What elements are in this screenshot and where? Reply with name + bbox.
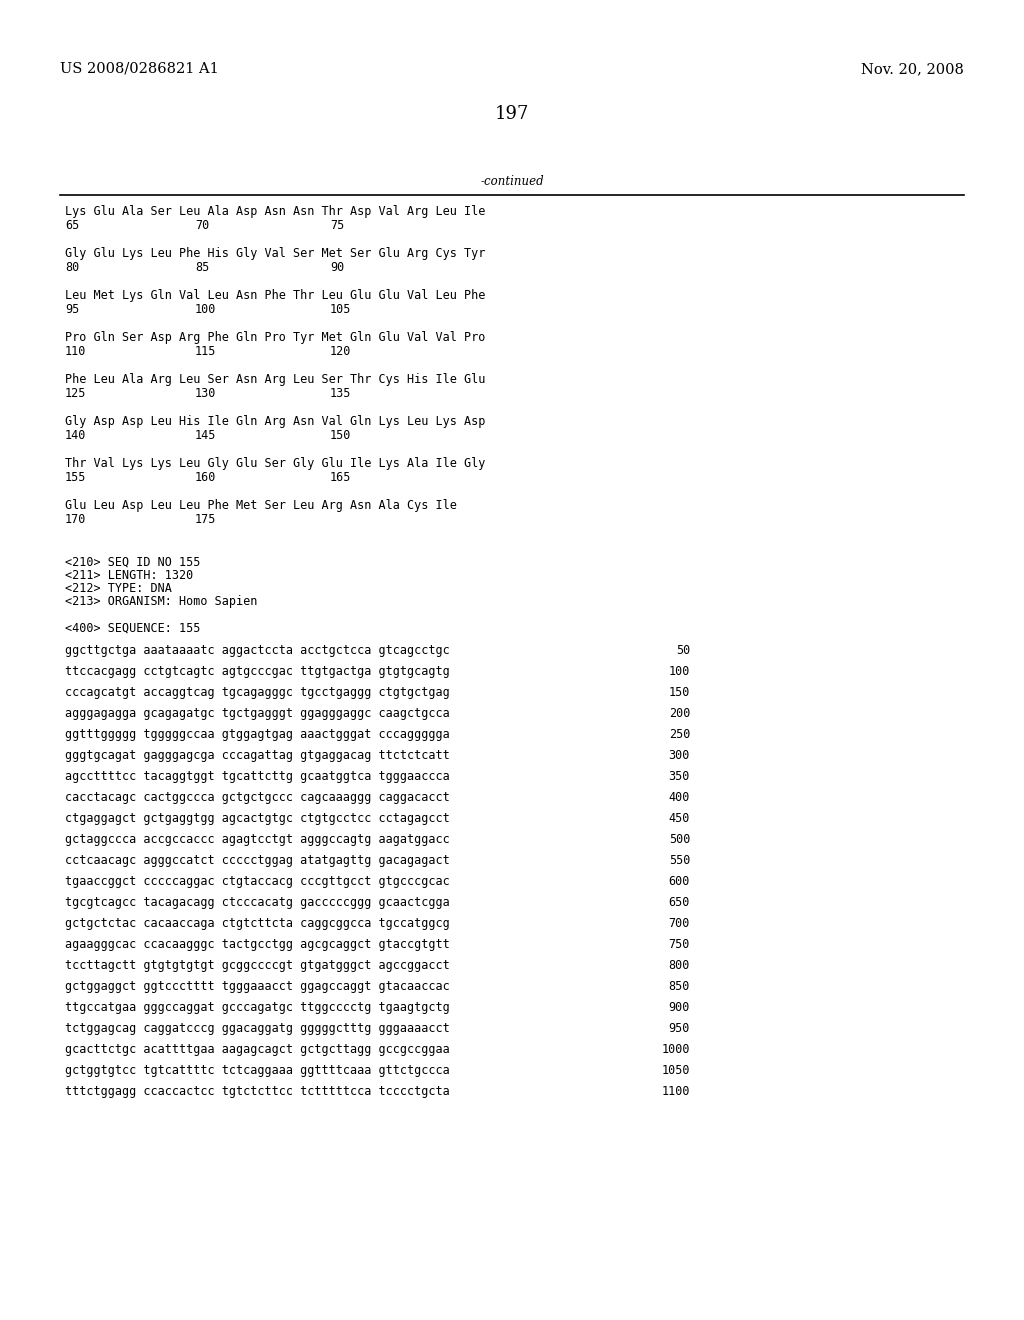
- Text: 600: 600: [669, 875, 690, 888]
- Text: gcacttctgc acattttgaa aagagcagct gctgcttagg gccgccggaa: gcacttctgc acattttgaa aagagcagct gctgctt…: [65, 1043, 450, 1056]
- Text: tttctggagg ccaccactcc tgtctcttcc tctttttcca tcccctgcta: tttctggagg ccaccactcc tgtctcttcc tcttttt…: [65, 1085, 450, 1098]
- Text: 500: 500: [669, 833, 690, 846]
- Text: 160: 160: [195, 471, 216, 484]
- Text: tgaaccggct cccccaggac ctgtaccacg cccgttgcct gtgcccgcac: tgaaccggct cccccaggac ctgtaccacg cccgttg…: [65, 875, 450, 888]
- Text: 105: 105: [330, 304, 351, 315]
- Text: ttccacgagg cctgtcagtc agtgcccgac ttgtgactga gtgtgcagtg: ttccacgagg cctgtcagtc agtgcccgac ttgtgac…: [65, 665, 450, 678]
- Text: 115: 115: [195, 345, 216, 358]
- Text: ctgaggagct gctgaggtgg agcactgtgc ctgtgcctcc cctagagcct: ctgaggagct gctgaggtgg agcactgtgc ctgtgcc…: [65, 812, 450, 825]
- Text: 65: 65: [65, 219, 79, 232]
- Text: 650: 650: [669, 896, 690, 909]
- Text: 85: 85: [195, 261, 209, 275]
- Text: Lys Glu Ala Ser Leu Ala Asp Asn Asn Thr Asp Val Arg Leu Ile: Lys Glu Ala Ser Leu Ala Asp Asn Asn Thr …: [65, 205, 485, 218]
- Text: gctggtgtcc tgtcattttc tctcaggaaa ggttttcaaa gttctgccca: gctggtgtcc tgtcattttc tctcaggaaa ggttttc…: [65, 1064, 450, 1077]
- Text: 75: 75: [330, 219, 344, 232]
- Text: Nov. 20, 2008: Nov. 20, 2008: [861, 62, 964, 77]
- Text: 110: 110: [65, 345, 86, 358]
- Text: 95: 95: [65, 304, 79, 315]
- Text: agaagggcac ccacaagggc tactgcctgg agcgcaggct gtaccgtgtt: agaagggcac ccacaagggc tactgcctgg agcgcag…: [65, 939, 450, 950]
- Text: 50: 50: [676, 644, 690, 657]
- Text: US 2008/0286821 A1: US 2008/0286821 A1: [60, 62, 219, 77]
- Text: 135: 135: [330, 387, 351, 400]
- Text: 900: 900: [669, 1001, 690, 1014]
- Text: 130: 130: [195, 387, 216, 400]
- Text: cacctacagc cactggccca gctgctgccc cagcaaaggg caggacacct: cacctacagc cactggccca gctgctgccc cagcaaa…: [65, 791, 450, 804]
- Text: gggtgcagat gagggagcga cccagattag gtgaggacag ttctctcatt: gggtgcagat gagggagcga cccagattag gtgagga…: [65, 748, 450, 762]
- Text: 200: 200: [669, 708, 690, 719]
- Text: 70: 70: [195, 219, 209, 232]
- Text: 1050: 1050: [662, 1064, 690, 1077]
- Text: 170: 170: [65, 513, 86, 525]
- Text: 300: 300: [669, 748, 690, 762]
- Text: 100: 100: [669, 665, 690, 678]
- Text: 120: 120: [330, 345, 351, 358]
- Text: 700: 700: [669, 917, 690, 931]
- Text: Thr Val Lys Lys Leu Gly Glu Ser Gly Glu Ile Lys Ala Ile Gly: Thr Val Lys Lys Leu Gly Glu Ser Gly Glu …: [65, 457, 485, 470]
- Text: 100: 100: [195, 304, 216, 315]
- Text: 150: 150: [330, 429, 351, 442]
- Text: Gly Glu Lys Leu Phe His Gly Val Ser Met Ser Glu Arg Cys Tyr: Gly Glu Lys Leu Phe His Gly Val Ser Met …: [65, 247, 485, 260]
- Text: Glu Leu Asp Leu Leu Phe Met Ser Leu Arg Asn Ala Cys Ile: Glu Leu Asp Leu Leu Phe Met Ser Leu Arg …: [65, 499, 457, 512]
- Text: 175: 175: [195, 513, 216, 525]
- Text: Gly Asp Asp Leu His Ile Gln Arg Asn Val Gln Lys Leu Lys Asp: Gly Asp Asp Leu His Ile Gln Arg Asn Val …: [65, 414, 485, 428]
- Text: 155: 155: [65, 471, 86, 484]
- Text: Leu Met Lys Gln Val Leu Asn Phe Thr Leu Glu Glu Val Leu Phe: Leu Met Lys Gln Val Leu Asn Phe Thr Leu …: [65, 289, 485, 302]
- Text: tccttagctt gtgtgtgtgt gcggccccgt gtgatgggct agccggacct: tccttagctt gtgtgtgtgt gcggccccgt gtgatgg…: [65, 960, 450, 972]
- Text: 1100: 1100: [662, 1085, 690, 1098]
- Text: 80: 80: [65, 261, 79, 275]
- Text: cccagcatgt accaggtcag tgcagagggc tgcctgaggg ctgtgctgag: cccagcatgt accaggtcag tgcagagggc tgcctga…: [65, 686, 450, 700]
- Text: 90: 90: [330, 261, 344, 275]
- Text: gctggaggct ggtccctttt tgggaaacct ggagccaggt gtacaaccac: gctggaggct ggtccctttt tgggaaacct ggagcca…: [65, 979, 450, 993]
- Text: Phe Leu Ala Arg Leu Ser Asn Arg Leu Ser Thr Cys His Ile Glu: Phe Leu Ala Arg Leu Ser Asn Arg Leu Ser …: [65, 374, 485, 385]
- Text: <212> TYPE: DNA: <212> TYPE: DNA: [65, 582, 172, 595]
- Text: 145: 145: [195, 429, 216, 442]
- Text: 800: 800: [669, 960, 690, 972]
- Text: <211> LENGTH: 1320: <211> LENGTH: 1320: [65, 569, 194, 582]
- Text: <210> SEQ ID NO 155: <210> SEQ ID NO 155: [65, 556, 201, 569]
- Text: 1000: 1000: [662, 1043, 690, 1056]
- Text: 250: 250: [669, 729, 690, 741]
- Text: 850: 850: [669, 979, 690, 993]
- Text: 165: 165: [330, 471, 351, 484]
- Text: 550: 550: [669, 854, 690, 867]
- Text: agggagagga gcagagatgc tgctgagggt ggagggaggc caagctgcca: agggagagga gcagagatgc tgctgagggt ggaggga…: [65, 708, 450, 719]
- Text: -continued: -continued: [480, 176, 544, 187]
- Text: 400: 400: [669, 791, 690, 804]
- Text: 350: 350: [669, 770, 690, 783]
- Text: 197: 197: [495, 106, 529, 123]
- Text: <400> SEQUENCE: 155: <400> SEQUENCE: 155: [65, 622, 201, 635]
- Text: ttgccatgaa gggccaggat gcccagatgc ttggcccctg tgaagtgctg: ttgccatgaa gggccaggat gcccagatgc ttggccc…: [65, 1001, 450, 1014]
- Text: 450: 450: [669, 812, 690, 825]
- Text: <213> ORGANISM: Homo Sapien: <213> ORGANISM: Homo Sapien: [65, 595, 257, 609]
- Text: gctaggccca accgccaccc agagtcctgt agggccagtg aagatggacc: gctaggccca accgccaccc agagtcctgt agggcca…: [65, 833, 450, 846]
- Text: gctgctctac cacaaccaga ctgtcttcta caggcggcca tgccatggcg: gctgctctac cacaaccaga ctgtcttcta caggcgg…: [65, 917, 450, 931]
- Text: ggcttgctga aaataaaatc aggactccta acctgctcca gtcagcctgc: ggcttgctga aaataaaatc aggactccta acctgct…: [65, 644, 450, 657]
- Text: 750: 750: [669, 939, 690, 950]
- Text: ggtttggggg tgggggccaa gtggagtgag aaactgggat cccaggggga: ggtttggggg tgggggccaa gtggagtgag aaactgg…: [65, 729, 450, 741]
- Text: 140: 140: [65, 429, 86, 442]
- Text: 125: 125: [65, 387, 86, 400]
- Text: tctggagcag caggatcccg ggacaggatg gggggctttg gggaaaacct: tctggagcag caggatcccg ggacaggatg gggggct…: [65, 1022, 450, 1035]
- Text: 950: 950: [669, 1022, 690, 1035]
- Text: Pro Gln Ser Asp Arg Phe Gln Pro Tyr Met Gln Glu Val Val Pro: Pro Gln Ser Asp Arg Phe Gln Pro Tyr Met …: [65, 331, 485, 345]
- Text: agccttttcc tacaggtggt tgcattcttg gcaatggtca tgggaaccca: agccttttcc tacaggtggt tgcattcttg gcaatgg…: [65, 770, 450, 783]
- Text: 150: 150: [669, 686, 690, 700]
- Text: tgcgtcagcc tacagacagg ctcccacatg gacccccggg gcaactcgga: tgcgtcagcc tacagacagg ctcccacatg gaccccc…: [65, 896, 450, 909]
- Text: cctcaacagc agggccatct ccccctggag atatgagttg gacagagact: cctcaacagc agggccatct ccccctggag atatgag…: [65, 854, 450, 867]
